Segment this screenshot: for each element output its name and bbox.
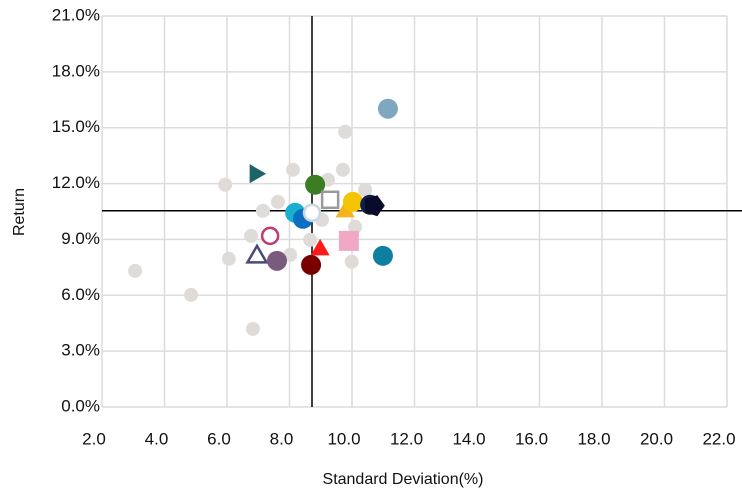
marker — [260, 226, 280, 246]
marker — [302, 203, 322, 223]
x-tick-label: 6.0 — [207, 429, 231, 448]
x-tick-label: 2.0 — [82, 429, 106, 448]
marker — [320, 190, 340, 210]
marker — [344, 254, 359, 269]
x-tick-label: 20.0 — [640, 429, 673, 448]
marker — [270, 194, 285, 209]
y-tick-label: 15.0% — [52, 117, 100, 136]
marker — [377, 98, 398, 119]
marker — [184, 287, 199, 302]
y-tick-label: 12.0% — [52, 173, 100, 192]
y-tick-label: 21.0% — [52, 5, 100, 24]
y-tick-label: 3.0% — [61, 341, 100, 360]
x-tick-label: 22.0 — [702, 429, 735, 448]
marker — [338, 230, 359, 251]
marker — [348, 219, 363, 234]
marker — [338, 124, 353, 139]
marker — [244, 228, 259, 243]
x-tick-label: 8.0 — [270, 429, 294, 448]
marker — [245, 321, 260, 336]
marker — [221, 251, 236, 266]
x-tick-label: 4.0 — [145, 429, 169, 448]
y-tick-label: 9.0% — [61, 229, 100, 248]
y-tick-label: 18.0% — [52, 61, 100, 80]
marker — [267, 250, 287, 271]
x-tick-label: 16.0 — [515, 429, 548, 448]
marker — [358, 182, 373, 197]
marker — [249, 164, 267, 184]
x-tick-label: 12.0 — [390, 429, 423, 448]
marker — [128, 263, 143, 278]
y-tick-label: 6.0% — [61, 285, 100, 304]
marker — [285, 162, 300, 177]
marker — [310, 238, 330, 256]
marker — [364, 195, 385, 217]
marker — [335, 200, 355, 218]
x-tick-label: 18.0 — [577, 429, 610, 448]
marker — [335, 162, 350, 177]
marker — [305, 174, 326, 195]
marker — [255, 203, 270, 218]
x-tick-label: 10.0 — [327, 429, 360, 448]
marker — [301, 254, 322, 275]
x-tick-label: 14.0 — [452, 429, 485, 448]
y-axis-title: Return — [11, 188, 28, 236]
marker — [303, 232, 318, 247]
y-tick-label: 0.0% — [61, 396, 100, 415]
marker — [342, 191, 363, 212]
x-axis-title: Standard Deviation(%) — [323, 471, 484, 488]
marker — [218, 177, 233, 192]
marker — [245, 243, 269, 264]
marker — [372, 245, 393, 266]
